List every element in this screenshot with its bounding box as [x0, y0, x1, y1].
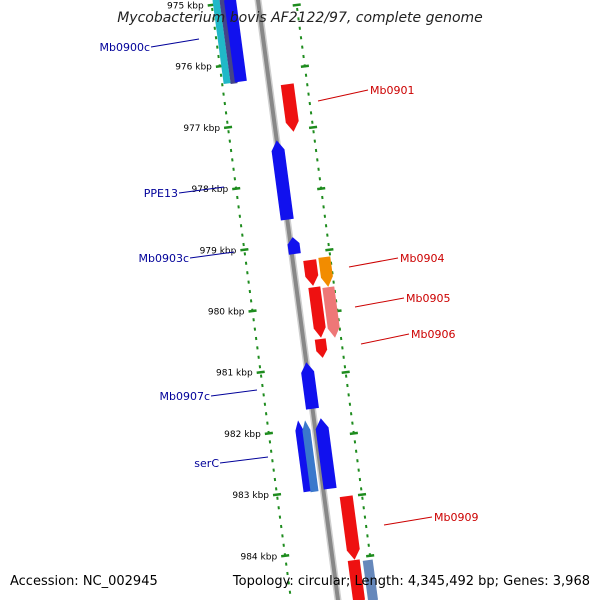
forward-gene-feature — [308, 286, 326, 338]
major-tick-outer — [349, 431, 359, 436]
backbone — [255, 0, 341, 600]
gene-label-mb0901: Mb0901 — [370, 84, 414, 97]
tick-label: 984 kbp — [240, 552, 277, 562]
major-tick-outer — [300, 64, 310, 68]
gene-label-mb0900c: Mb0900c — [99, 41, 150, 54]
label-leader-line — [348, 257, 399, 268]
major-tick-inner — [272, 492, 282, 497]
reverse-gene-feature — [287, 237, 301, 255]
inner-tick-ring — [211, 7, 292, 594]
reverse-gene-feature — [315, 418, 337, 490]
major-tick-inner — [232, 186, 241, 191]
label-leader-line — [150, 38, 200, 48]
major-tick-outer — [317, 186, 326, 191]
major-tick-outer — [357, 492, 367, 497]
map-title: Mycobacterium bovis AF2122/97, complete … — [117, 10, 483, 26]
forward-gene-feature — [303, 259, 319, 286]
forward-gene-feature — [318, 256, 333, 287]
tick-label: 976 kbp — [175, 63, 212, 73]
accession-text: Accession: NC_002945 — [10, 574, 158, 589]
forward-gene-feature — [322, 286, 340, 338]
major-tick-inner — [264, 431, 274, 436]
gene-label-mb0903c: Mb0903c — [138, 252, 189, 265]
tick-label: 975 kbp — [167, 2, 204, 12]
gene-label-serc: serC — [194, 457, 219, 470]
reverse-gene-feature — [301, 362, 319, 410]
gene-label-mb0907c: Mb0907c — [159, 390, 210, 403]
label-leader-line — [354, 297, 405, 308]
tick-label: 977 kbp — [183, 124, 220, 134]
label-leader-line — [178, 186, 225, 194]
tick-label: 981 kbp — [216, 369, 253, 379]
reverse-gene-feature — [302, 420, 319, 493]
reverse-gene-feature — [271, 140, 294, 221]
major-tick-inner — [256, 370, 265, 374]
tick-label: 978 kbp — [192, 185, 229, 195]
label-leader-line — [317, 89, 369, 102]
tick-label: 979 kbp — [200, 246, 237, 256]
label-leader-line — [383, 516, 433, 526]
gene-label-ppe13: PPE13 — [144, 187, 178, 200]
major-tick-outer — [308, 125, 318, 130]
label-leader-line — [360, 333, 410, 345]
tick-label: 980 kbp — [208, 308, 245, 318]
major-tick-outer — [366, 554, 375, 558]
gene-label-mb0905: Mb0905 — [406, 292, 450, 305]
forward-gene-feature — [362, 559, 378, 600]
major-tick-outer — [325, 248, 334, 252]
gene-label-mb0904: Mb0904 — [400, 252, 444, 265]
tick-label: 982 kbp — [224, 430, 261, 440]
forward-gene-feature — [280, 83, 299, 132]
major-tick-inner — [248, 309, 257, 313]
gene-label-mb0909: Mb0909 — [434, 511, 478, 524]
label-leader-line — [210, 389, 258, 397]
reverse-gene-feature — [212, 0, 231, 85]
major-tick-inner — [223, 125, 233, 130]
label-leader-line — [219, 456, 269, 464]
label-leader-line — [189, 251, 235, 259]
reverse-gene-feature — [295, 420, 312, 493]
major-tick-outer — [341, 370, 350, 374]
gene-label-mb0906: Mb0906 — [411, 328, 455, 341]
major-tick-inner — [281, 554, 290, 558]
forward-gene-feature — [339, 495, 360, 560]
tick-label: 983 kbp — [232, 491, 269, 501]
forward-gene-feature — [314, 338, 328, 358]
major-tick-inner — [240, 248, 249, 252]
genome-summary-text: Topology: circular; Length: 4,345,492 bp… — [232, 574, 590, 589]
major-tick-outer — [292, 3, 301, 7]
forward-gene-feature — [347, 559, 365, 600]
reverse-gene-feature — [224, 0, 247, 83]
